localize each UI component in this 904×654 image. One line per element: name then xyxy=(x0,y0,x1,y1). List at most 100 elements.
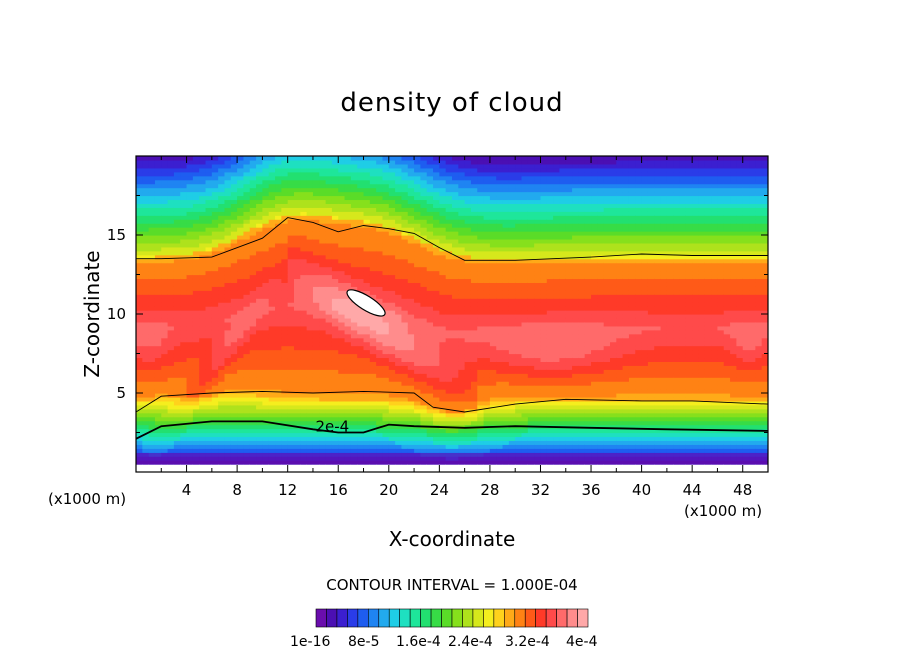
field-cell xyxy=(237,416,245,422)
field-cell xyxy=(433,420,440,426)
field-cell xyxy=(470,191,478,197)
field-cell xyxy=(262,254,270,260)
field-cell xyxy=(388,171,396,177)
field-cell xyxy=(230,231,238,236)
field-cell xyxy=(470,412,478,418)
field-cell xyxy=(312,310,320,315)
field-cell xyxy=(192,266,200,272)
field-cell xyxy=(224,254,232,260)
field-cell xyxy=(294,341,301,347)
field-cell xyxy=(350,203,358,208)
field-cell xyxy=(319,349,327,355)
field-cell xyxy=(199,440,207,445)
field-cell xyxy=(287,282,295,287)
field-cell xyxy=(268,345,276,351)
field-cell xyxy=(154,298,162,303)
field-cell xyxy=(167,282,175,287)
field-cell xyxy=(224,235,232,240)
field-cell xyxy=(256,400,263,406)
field-cell xyxy=(256,258,263,264)
field-cell xyxy=(445,404,453,410)
field-cell xyxy=(287,254,295,260)
field-cell xyxy=(527,361,535,366)
field-cell xyxy=(458,167,466,173)
field-cell xyxy=(433,195,440,201)
field-cell xyxy=(136,223,143,228)
field-cell xyxy=(433,428,440,434)
field-cell xyxy=(407,282,415,287)
field-cell xyxy=(319,468,327,472)
field-cell xyxy=(294,290,301,295)
field-cell xyxy=(211,278,219,283)
field-cell xyxy=(218,381,226,386)
field-cell xyxy=(433,306,440,311)
field-cell xyxy=(496,345,504,351)
field-cell xyxy=(439,183,447,189)
field-cell xyxy=(249,400,257,406)
field-cell xyxy=(376,369,384,374)
field-cell xyxy=(407,242,415,248)
field-cell xyxy=(306,286,314,291)
field-cell xyxy=(199,329,207,335)
field-cell xyxy=(325,242,333,248)
field-cell xyxy=(136,207,143,212)
field-cell xyxy=(420,219,428,224)
field-cell xyxy=(395,270,403,276)
field-cell xyxy=(483,381,491,386)
field-cell xyxy=(363,440,371,445)
field-cell xyxy=(192,440,200,445)
field-cell xyxy=(414,416,421,422)
field-cell xyxy=(142,377,150,382)
field-cell xyxy=(445,349,453,355)
field-cell xyxy=(281,349,289,355)
field-cell xyxy=(452,361,459,366)
field-cell xyxy=(515,183,523,189)
field-cell xyxy=(502,416,510,422)
field-cell xyxy=(470,278,478,283)
field-cell xyxy=(489,258,497,264)
field-cell xyxy=(407,357,415,362)
field-cell xyxy=(357,258,365,264)
field-cell xyxy=(148,286,156,291)
field-cell xyxy=(489,333,497,339)
field-cell xyxy=(508,207,516,212)
field-cell xyxy=(199,282,207,287)
field-cell xyxy=(268,444,276,449)
field-cell xyxy=(262,262,270,268)
field-cell xyxy=(148,444,156,449)
field-cell xyxy=(199,294,207,299)
field-cell xyxy=(489,381,497,386)
field-cell xyxy=(154,333,162,339)
field-cell xyxy=(192,361,200,366)
field-cell xyxy=(527,341,535,347)
field-cell xyxy=(350,179,358,185)
field-cell xyxy=(256,314,263,319)
field-cell xyxy=(496,235,504,240)
field-cell xyxy=(312,424,320,430)
field-cell xyxy=(527,369,535,374)
field-cell xyxy=(331,369,339,374)
field-cell xyxy=(281,464,289,469)
field-cell xyxy=(470,246,478,252)
field-cell xyxy=(275,420,282,426)
field-cell xyxy=(477,416,485,422)
field-cell xyxy=(275,468,282,472)
field-cell xyxy=(502,436,510,441)
field-cell xyxy=(376,270,384,276)
field-cell xyxy=(433,262,440,268)
field-cell xyxy=(407,329,415,335)
field-cell xyxy=(237,199,245,204)
field-cell xyxy=(363,235,371,240)
field-cell xyxy=(464,187,472,193)
field-cell xyxy=(256,266,263,272)
field-cell xyxy=(439,321,447,327)
field-cell xyxy=(344,329,352,335)
field-cell xyxy=(180,345,188,351)
field-cell xyxy=(515,246,523,252)
field-cell xyxy=(470,254,478,260)
field-cell xyxy=(180,156,188,161)
field-cell xyxy=(237,393,245,398)
field-cell xyxy=(275,159,282,165)
field-cell xyxy=(281,373,289,378)
field-cell xyxy=(382,428,390,434)
